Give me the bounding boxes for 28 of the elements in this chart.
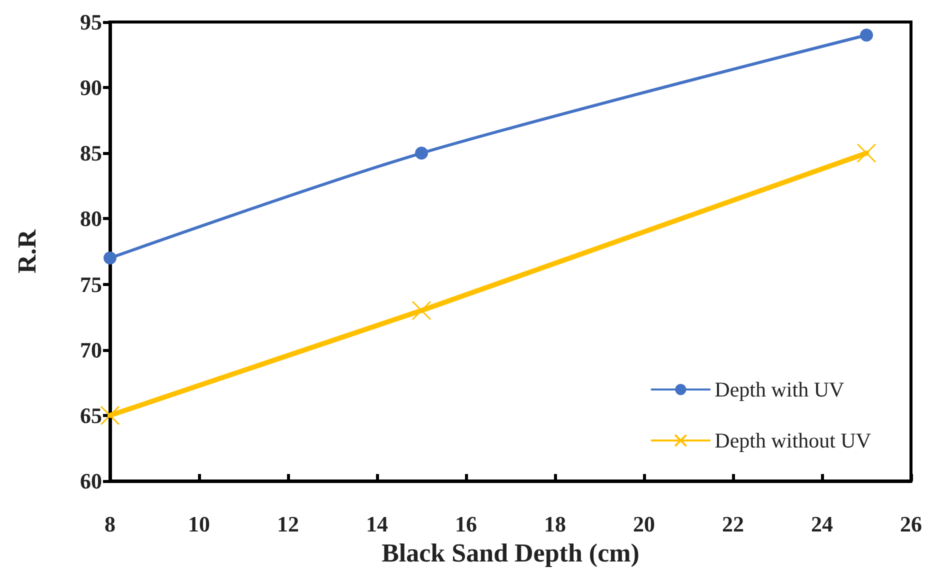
x-tick-label: 26	[900, 512, 922, 536]
y-tick-label: 80	[80, 206, 102, 232]
x-tick-label: 10	[188, 512, 210, 536]
point	[860, 28, 873, 42]
y-tick-label: 90	[80, 75, 102, 100]
x-tick-label: 14	[366, 512, 388, 536]
x-tick-label: 8	[104, 512, 116, 536]
y-tick-label: 70	[80, 337, 102, 362]
x-tick-label: 12	[277, 512, 299, 536]
x-axis-title: Black Sand Depth (cm)	[382, 538, 640, 568]
legend-label: Depth without UV	[714, 428, 872, 452]
point	[415, 146, 428, 160]
y-tick-label: 75	[80, 272, 102, 297]
y-tick-label: 95	[80, 10, 102, 34]
point	[104, 252, 116, 265]
y-axis-title: R.R	[12, 229, 42, 274]
y-tick-label: 65	[80, 402, 102, 428]
point	[412, 300, 432, 320]
x-tick-label: 20	[633, 512, 655, 536]
y-tick-label: 85	[80, 140, 102, 166]
x-tick-label: 18	[544, 512, 566, 536]
y-tick-label: 60	[80, 468, 102, 494]
point	[856, 143, 876, 163]
point	[100, 406, 120, 426]
x-tick-label: 22	[722, 512, 744, 536]
x-tick-label: 16	[455, 512, 477, 536]
x-tick-label: 24	[811, 512, 833, 536]
legend-label: Depth with UV	[714, 378, 844, 402]
